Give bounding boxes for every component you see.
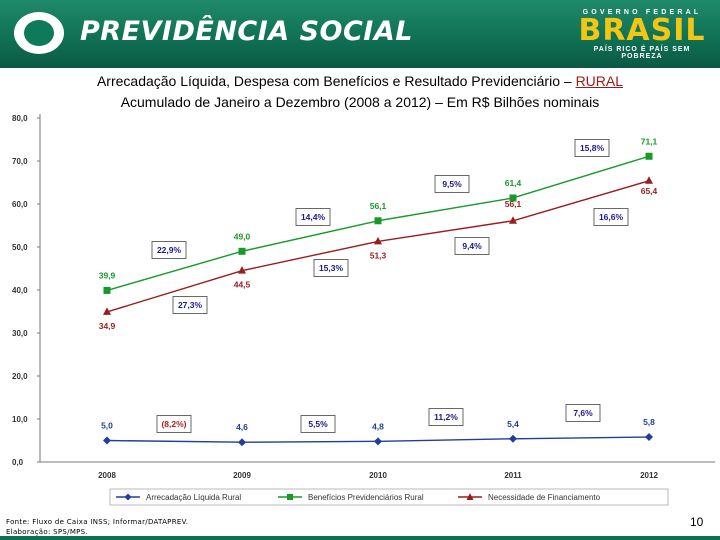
growth-box-arrecadacao [565,404,601,422]
growth-box-beneficios [151,241,187,259]
growth-box-arrecadacao [300,415,336,433]
gov-top-text: GOVERNO FEDERAL [582,9,702,16]
title-line-1-prefix: Arrecadação Líquida, Despesa com Benefíc… [96,73,576,89]
data-point-beneficios [103,286,111,294]
data-label-1: 61,4 [505,178,522,188]
growth-label-beneficios: 9,5% [442,179,462,189]
growth-box-beneficios [574,139,610,157]
data-point-necessidade [509,216,517,224]
y-tick-label: 40,0 [12,286,28,295]
data-label-1: 39,9 [99,270,116,280]
data-point-beneficios [238,247,246,255]
growth-label-beneficios: 14,4% [301,212,326,222]
footer-source: Fonte: Fluxo de Caixa INSS; Informar/DAT… [6,517,188,537]
data-label-2: 56,1 [505,199,522,209]
growth-box-necessidade [593,208,629,226]
growth-box-necessidade [313,259,349,277]
legend-marker [124,493,132,501]
growth-label-arrecadacao: 7,6% [573,408,593,418]
title-line-2: Acumulado de Janeiro a Dezembro (2008 a … [120,94,600,110]
growth-label-beneficios: 15,8% [580,143,605,153]
y-tick-label: 80,0 [12,114,28,123]
y-tick-label: 60,0 [12,200,28,209]
data-point-beneficios [645,152,653,160]
growth-box-necessidade [172,296,208,314]
y-tick-label: 30,0 [12,329,28,338]
x-tick-label: 2009 [233,471,251,480]
growth-label-necessidade: 27,3% [178,300,203,310]
data-point-arrecadacao [374,437,382,446]
y-tick-label: 70,0 [12,157,28,166]
data-label-1: 49,0 [234,231,251,241]
data-point-necessidade [238,266,246,274]
growth-label-necessidade: 15,3% [319,263,344,273]
chart-title: Arrecadação Líquida, Despesa com Benefíc… [20,71,700,113]
bottom-bar [0,536,720,540]
data-label-2: 44,5 [234,280,251,290]
data-label-2: 65,4 [641,186,658,196]
data-label-0: 4,6 [236,422,248,432]
legend-marker [466,493,474,500]
legend-frame [109,488,669,506]
brand-title: PREVIDÊNCIA SOCIAL [80,16,413,47]
growth-box-beneficios [434,175,470,193]
data-label-0: 5,0 [101,421,113,431]
data-label-2: 34,9 [99,321,116,331]
footer-line-2: Elaboração: SPS/MPS. [6,528,88,536]
previdencia-logo-icon [14,12,64,54]
y-tick-label: 0,0 [12,458,24,467]
data-point-necessidade [103,307,111,315]
growth-label-necessidade: 9,4% [462,241,482,251]
growth-label-arrecadacao: 11,2% [434,412,458,422]
legend-label: Necessidade de Financiamento [488,493,601,502]
legend-marker [287,494,293,500]
growth-label-beneficios: 22,9% [157,245,182,255]
title-line-1: Arrecadação Líquida, Despesa com Benefíc… [20,71,700,92]
x-tick-label: 2012 [640,471,658,480]
data-point-arrecadacao [238,438,246,447]
gov-word: BRASIL [578,13,706,48]
data-point-necessidade [374,236,382,245]
page-number: 10 [690,515,704,529]
y-tick-label: 20,0 [12,372,28,381]
data-point-beneficios [509,194,517,202]
legend-label: Arrecadação Líquida Rural [146,493,241,502]
title-highlight: RURAL [575,73,624,89]
data-point-arrecadacao [509,434,517,443]
governo-federal-logo: GOVERNO FEDERAL BRASIL PAÍS RICO É PAÍS … [572,9,712,60]
x-tick-label: 2011 [504,471,522,480]
legend-label: Benefícios Previdenciários Rural [308,493,424,502]
data-point-beneficios [374,217,382,225]
data-point-arrecadacao [645,433,653,442]
data-label-1: 71,1 [641,136,658,146]
x-tick-label: 2010 [369,471,387,480]
y-tick-label: 50,0 [12,243,28,252]
data-point-necessidade [645,176,653,184]
data-label-0: 4,8 [372,421,384,431]
growth-box-beneficios [295,208,331,226]
growth-label-arrecadacao: 5,5% [308,419,328,429]
footer-line-1: Fonte: Fluxo de Caixa INSS; Informar/DAT… [6,518,189,526]
growth-box-arrecadacao [156,415,192,433]
growth-label-necessidade: 16,6% [599,212,624,222]
growth-box-necessidade [454,237,490,255]
data-label-0: 5,4 [507,419,519,429]
y-tick-label: 10,0 [12,415,28,424]
x-tick-label: 2008 [98,471,116,480]
data-label-0: 5,8 [643,417,655,427]
data-label-2: 51,3 [370,250,387,260]
header-banner: PREVIDÊNCIA SOCIAL GOVERNO FEDERAL BRASI… [0,0,720,68]
data-point-arrecadacao [103,436,111,445]
gov-slogan: PAÍS RICO É PAÍS SEM POBREZA [593,46,691,60]
data-label-1: 56,1 [370,201,387,211]
growth-label-arrecadacao: (8,2%) [161,419,186,429]
growth-box-arrecadacao [428,408,464,426]
